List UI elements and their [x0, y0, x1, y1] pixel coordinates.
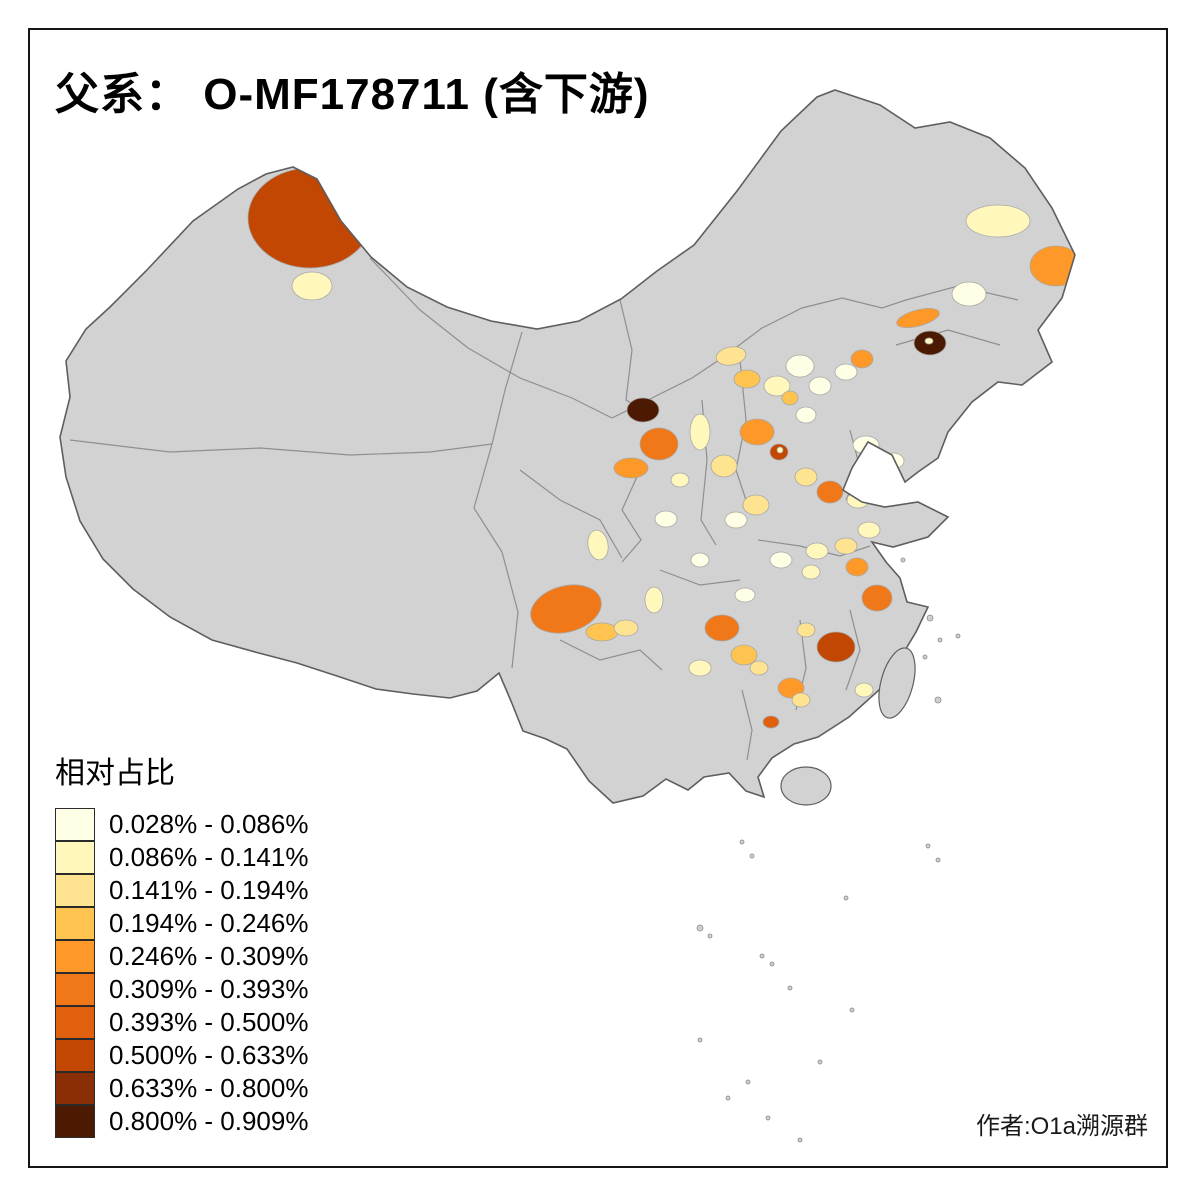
- legend-swatch: [55, 1038, 95, 1072]
- map-region: [850, 349, 874, 369]
- legend-label: 0.309% - 0.393%: [109, 974, 309, 1004]
- legend-row: 0.500% - 0.633%: [55, 1038, 309, 1072]
- map-region: [808, 376, 832, 396]
- map-region: [734, 587, 756, 603]
- map-region: [791, 692, 811, 708]
- legend-label: 0.393% - 0.500%: [109, 1007, 309, 1037]
- map-region: [801, 564, 821, 580]
- map-region: [816, 631, 856, 663]
- legend-label: 0.800% - 0.909%: [109, 1106, 309, 1136]
- map-region: [704, 614, 740, 642]
- map-region: [690, 552, 710, 568]
- legend-row: 0.800% - 0.909%: [55, 1104, 309, 1138]
- taiwan-island: [878, 647, 916, 719]
- map-region: [688, 659, 712, 677]
- map-region: [654, 510, 678, 528]
- map-region: [834, 363, 858, 381]
- legend-row: 0.246% - 0.309%: [55, 939, 309, 973]
- map-region: [587, 529, 609, 561]
- map-region: [896, 308, 940, 328]
- map-region: [730, 644, 758, 666]
- legend-label: 0.633% - 0.800%: [109, 1073, 309, 1103]
- legend-row: 0.194% - 0.246%: [55, 906, 309, 940]
- legend-row: 0.141% - 0.194%: [55, 873, 309, 907]
- legend-swatch: [55, 1104, 95, 1138]
- map-region: [805, 542, 829, 560]
- map-region: [613, 619, 639, 637]
- map-region: [724, 511, 748, 529]
- legend-title: 相对占比: [55, 757, 175, 790]
- hainan-island: [780, 766, 832, 806]
- legend-label: 0.028% - 0.086%: [109, 809, 309, 839]
- legend-swatch: [55, 1071, 95, 1105]
- map-region: [733, 369, 761, 389]
- legend-swatch: [55, 906, 95, 940]
- legend-row: 0.309% - 0.393%: [55, 972, 309, 1006]
- legend-label: 0.500% - 0.633%: [109, 1040, 309, 1070]
- map-region: [857, 521, 881, 539]
- legend-swatch: [55, 807, 95, 841]
- legend-label: 0.086% - 0.141%: [109, 842, 309, 872]
- legend-label: 0.194% - 0.246%: [109, 908, 309, 938]
- map-region: [613, 457, 649, 479]
- map-region: [785, 354, 815, 378]
- map-region: [715, 346, 747, 366]
- country-outline: [59, 89, 1076, 804]
- legend-swatch: [55, 972, 95, 1006]
- attribution-text: 作者:O1a溯源群: [975, 1113, 1148, 1140]
- map-region: [749, 660, 769, 676]
- map-region: [670, 472, 690, 488]
- map-region: [585, 622, 619, 642]
- map-region: [769, 551, 793, 569]
- legend-row: 0.633% - 0.800%: [55, 1071, 309, 1105]
- map-region: [795, 406, 817, 424]
- map-region: [794, 467, 818, 487]
- sea-islands: [696, 557, 961, 1143]
- map-region: [777, 677, 805, 699]
- map-region: [816, 480, 844, 504]
- map-region: [626, 397, 660, 423]
- map-region: [776, 446, 784, 454]
- figure-title: 父系： O-MF178711 (含下游): [55, 70, 650, 119]
- map-region: [639, 427, 679, 461]
- map-region: [869, 486, 889, 502]
- legend-swatch: [55, 939, 95, 973]
- map-region: [247, 167, 373, 269]
- map-region: [845, 557, 869, 577]
- map-region: [689, 413, 711, 451]
- map-region: [951, 281, 987, 307]
- map-region: [854, 682, 874, 698]
- map-region: [762, 715, 780, 729]
- legend-row: 0.393% - 0.500%: [55, 1005, 309, 1039]
- map-region: [530, 584, 602, 634]
- legend-swatch: [55, 840, 95, 874]
- map-region: [965, 204, 1031, 238]
- legend: 相对占比 0.028% - 0.086% 0.086% - 0.141% 0.141…: [55, 748, 308, 1138]
- map-region: [834, 537, 858, 555]
- legend-swatch: [55, 873, 95, 907]
- map-region: [861, 584, 893, 612]
- map-region: [291, 271, 333, 301]
- legend-swatch: [55, 1005, 95, 1039]
- map-region: [763, 375, 791, 397]
- legend-row: 0.086% - 0.141%: [55, 840, 309, 874]
- legend-label: 0.141% - 0.194%: [109, 875, 309, 905]
- legend-label: 0.246% - 0.309%: [109, 941, 309, 971]
- map-region: [644, 586, 664, 614]
- map-region: [710, 454, 738, 478]
- map-region: [742, 494, 770, 516]
- map-region: [796, 622, 816, 638]
- map-region: [781, 390, 799, 406]
- legend-row: 0.028% - 0.086%: [55, 807, 309, 841]
- map-region: [739, 418, 775, 446]
- colored-regions: [247, 167, 1075, 729]
- legend-rows: 0.028% - 0.086% 0.086% - 0.141% 0.141% - 0…: [55, 807, 309, 1138]
- china-landmass: [60, 90, 1075, 803]
- map-region: [924, 337, 934, 345]
